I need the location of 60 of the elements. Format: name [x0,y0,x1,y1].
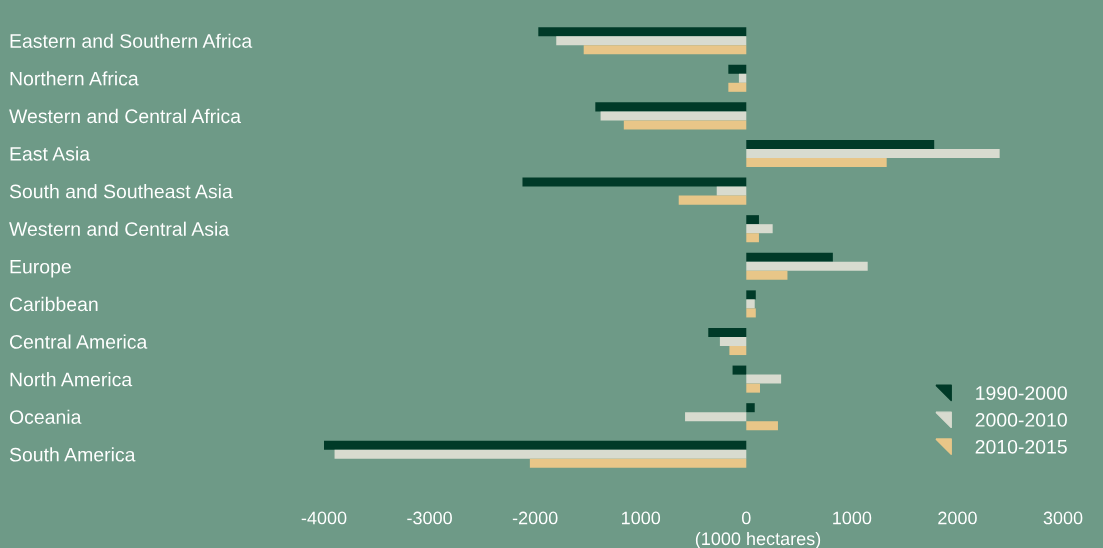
bar [708,327,747,337]
bar [334,449,747,459]
bar [746,290,756,300]
bar [746,261,868,271]
bar [746,215,759,225]
bar [738,73,747,83]
y-tick-label: Oceania [9,409,82,424]
bar [746,158,887,168]
legend-label: 1990-2000 [976,386,1067,400]
bar [716,186,747,196]
bar [529,458,747,468]
bar [746,148,1000,158]
bar [746,224,773,234]
bar [538,27,747,37]
bar [600,111,747,121]
x-tick-label: -3000 [407,511,452,525]
bar [728,82,747,92]
y-tick-label: North America [10,372,133,387]
y-tick-label: Europe [10,259,71,278]
x-axis-title: (1000 hectares) [695,531,821,548]
y-tick-label: Western and Central Asia [9,221,230,236]
bar [728,64,747,74]
bar [746,139,935,149]
bar [746,308,756,318]
bar [583,45,747,55]
bar [324,440,747,450]
bar [746,421,778,431]
x-tick-label: -4000 [301,511,347,525]
y-tick-label: Western and Central Africa [9,108,242,124]
x-tick-label: 1000 [622,511,661,525]
bar [746,299,755,309]
bar [746,383,761,393]
y-tick-label: Eastern and Southern Africa [10,33,253,48]
legend-label: 2000-2010 [975,413,1067,427]
bar [685,412,747,422]
bar [595,102,747,112]
y-tick-label: Northern Africa [10,71,139,86]
y-tick-label: East Asia [10,146,91,161]
bar [746,403,755,413]
x-tick-label: 3000 [1043,511,1083,525]
bar [623,120,747,130]
x-tick-label: 0 [741,511,751,525]
bar [746,270,788,280]
bar [732,365,747,375]
bar [522,177,747,187]
legend-label: 2010-2015 [975,439,1067,454]
bar [729,346,747,356]
y-tick-label: South America [9,447,136,462]
bar [719,337,747,347]
x-tick-label: 1000 [833,511,872,525]
bar [556,36,747,46]
bar [746,233,759,243]
bar [746,374,782,384]
y-tick-label: South and Southeast Asia [9,184,233,199]
bar [746,252,833,262]
y-tick-label: Central America [9,334,148,349]
x-tick-label: 2000 [938,511,977,525]
bar [678,195,747,205]
y-tick-label: Caribbean [9,296,98,312]
x-tick-label: -2000 [512,511,558,525]
